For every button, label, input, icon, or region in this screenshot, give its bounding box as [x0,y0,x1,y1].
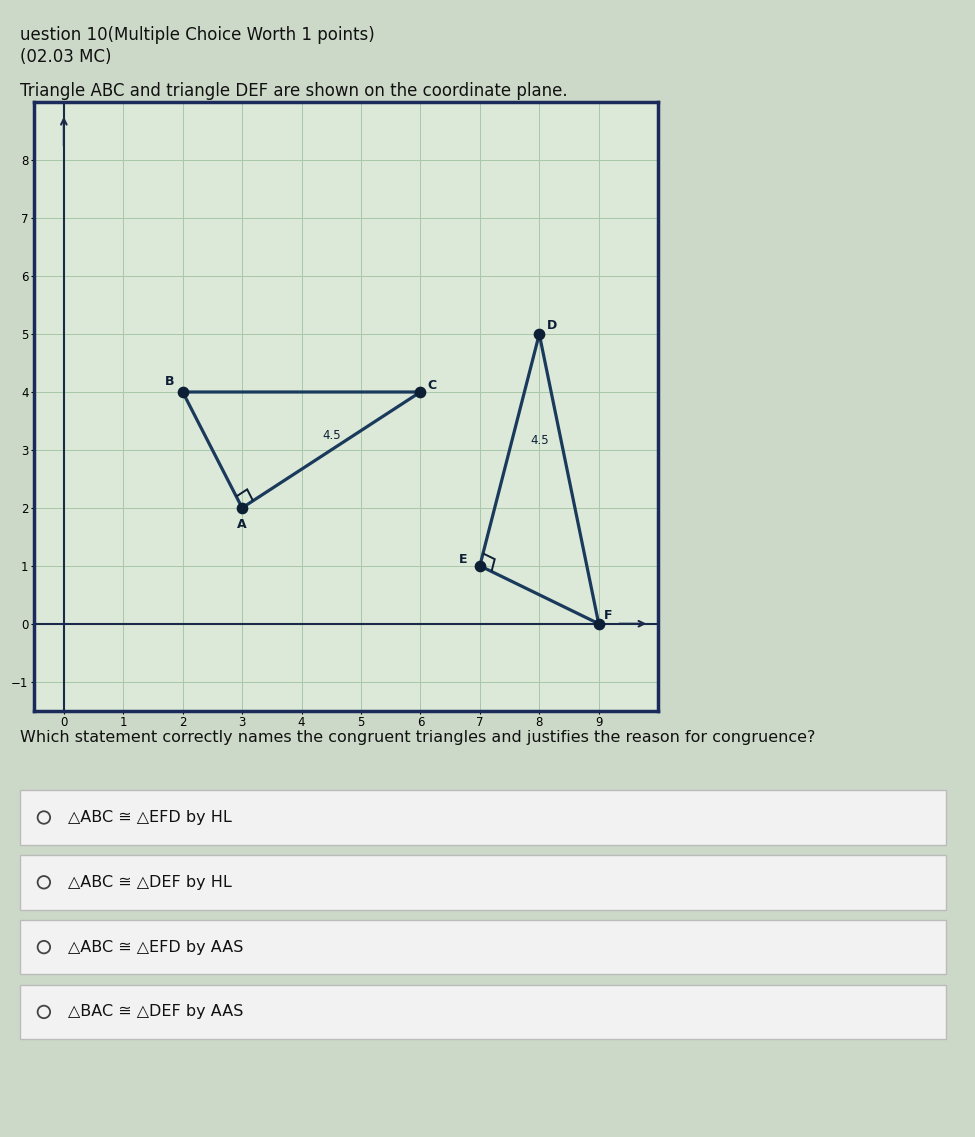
Text: 4.5: 4.5 [530,434,549,447]
Text: B: B [165,375,175,388]
Text: E: E [459,553,468,566]
Point [412,383,428,401]
Text: F: F [604,609,612,622]
Text: Triangle ABC and triangle DEF are shown on the coordinate plane.: Triangle ABC and triangle DEF are shown … [20,82,567,100]
Text: △BAC ≅ △DEF by AAS: △BAC ≅ △DEF by AAS [68,1004,244,1020]
Text: △ABC ≅ △DEF by HL: △ABC ≅ △DEF by HL [68,874,232,890]
Point [591,615,606,633]
Text: Which statement correctly names the congruent triangles and justifies the reason: Which statement correctly names the cong… [20,730,815,745]
Point [531,325,547,343]
Point [472,557,488,575]
Text: uestion 10(Multiple Choice Worth 1 points): uestion 10(Multiple Choice Worth 1 point… [20,26,374,44]
Text: △ABC ≅ △EFD by AAS: △ABC ≅ △EFD by AAS [68,939,244,955]
Text: A: A [237,518,247,531]
Point [175,383,190,401]
Text: (02.03 MC): (02.03 MC) [20,48,111,66]
Text: △ABC ≅ △EFD by HL: △ABC ≅ △EFD by HL [68,810,232,825]
Text: C: C [428,379,437,392]
Point [234,499,250,517]
Text: 4.5: 4.5 [322,430,340,442]
Text: D: D [546,319,557,332]
